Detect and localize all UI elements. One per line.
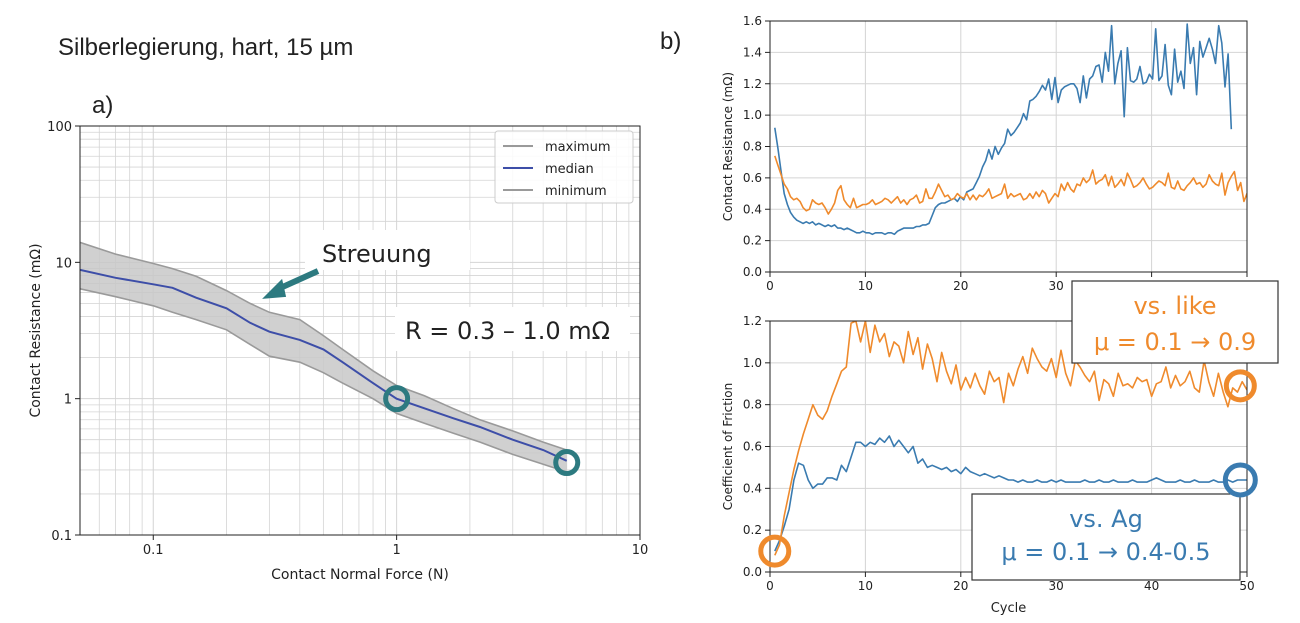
legend-entry-median: median (545, 162, 594, 177)
legend-entry-minimum: minimum (545, 184, 607, 199)
annotation-box-ag (971, 493, 1241, 581)
highlight-circle-ag-end (1222, 462, 1258, 498)
x-tick-label: 0 (766, 579, 774, 593)
legend-a: maximum median minimum (494, 130, 634, 204)
highlight-circle-start (758, 534, 792, 568)
y-tick-label: 1.2 (743, 314, 762, 328)
x-axis-label-b-bottom: Cycle (991, 601, 1027, 616)
x-tick-label: 30 (1049, 579, 1064, 593)
y-tick-label: 1.4 (743, 45, 762, 59)
series-b-top-vsag (774, 23, 1233, 236)
annotation-ag-label: vs. Ag (1069, 505, 1143, 533)
annotation-arrowhead (262, 278, 287, 299)
annotation-like-label: vs. like (1133, 292, 1216, 320)
y-tick-label: 1.0 (743, 356, 762, 370)
y-axis-label-a: Contact Resistance (mΩ) (28, 243, 44, 417)
annotation-range: R = 0.3 – 1.0 mΩ (405, 317, 610, 345)
y-tick-label: 1.2 (743, 77, 762, 91)
x-axis-label-a: Contact Normal Force (N) (271, 567, 449, 583)
y-tick-label: 0.0 (743, 565, 762, 579)
annotation-like-mu: μ = 0.1 → 0.9 (1094, 328, 1256, 356)
y-tick-label: 100 (47, 120, 72, 135)
annotation-bg (305, 230, 470, 270)
axes-frame-a (79, 125, 641, 536)
y-tick-label: 0.2 (743, 234, 762, 248)
y-tick-label: 1.0 (743, 108, 762, 122)
highlight-circle-a-0 (383, 385, 411, 413)
x-tick-label: 0 (766, 279, 774, 293)
x-tick-label: 20 (953, 579, 968, 593)
y-axis-label-b-top: Contact Resistance (mΩ) (721, 72, 735, 221)
annotation-bg (395, 307, 630, 351)
x-tick-label: 10 (858, 279, 873, 293)
x-tick-label: 0.1 (143, 543, 164, 558)
y-tick-label: 0.4 (743, 202, 762, 216)
y-axis-label-b-bottom: Coefficient of Friction (721, 383, 735, 510)
highlight-circle-like-end (1223, 369, 1257, 403)
legend-entry-maximum: maximum (545, 140, 611, 155)
x-tick-label: 30 (1049, 279, 1064, 293)
y-tick-label: 0.4 (743, 481, 762, 495)
y-tick-label: 0.6 (743, 171, 762, 185)
series-b-bottom-vsag (774, 435, 1247, 552)
x-tick-label: 50 (1239, 579, 1254, 593)
x-tick-label: 20 (953, 279, 968, 293)
panel-a-label: a) (92, 92, 114, 119)
series-b-top-vslike (774, 155, 1247, 215)
panel-b-label: b) (660, 28, 682, 55)
y-tick-label: 0.8 (743, 398, 762, 412)
x-tick-label: 10 (632, 543, 649, 558)
legend-box (494, 130, 634, 204)
y-tick-label: 0.1 (51, 529, 72, 544)
y-tick-label: 1.6 (743, 14, 762, 28)
series-median (80, 268, 568, 462)
y-tick-label: 0.2 (743, 523, 762, 537)
annotation-ag-mu: μ = 0.1 → 0.4-0.5 (1001, 538, 1210, 566)
x-tick-label: 10 (858, 579, 873, 593)
figure-title: Silberlegierung, hart, 15 µm (58, 34, 354, 61)
series-b-bottom-vslike (774, 321, 1247, 556)
x-tick-label: 1 (392, 543, 400, 558)
highlight-circle-a-1 (553, 449, 581, 477)
x-tick-label: 40 (1144, 579, 1159, 593)
annotation-streuung: Streuung (322, 240, 432, 268)
y-tick-label: 0.8 (743, 140, 762, 154)
y-tick-label: 1 (64, 393, 72, 408)
y-tick-label: 0.6 (743, 440, 762, 454)
y-tick-label: 10 (55, 256, 72, 271)
series-maximum (80, 241, 567, 451)
annotation-box-like (1071, 280, 1279, 364)
y-tick-label: 0.0 (743, 265, 762, 279)
series-minimum (80, 288, 567, 473)
